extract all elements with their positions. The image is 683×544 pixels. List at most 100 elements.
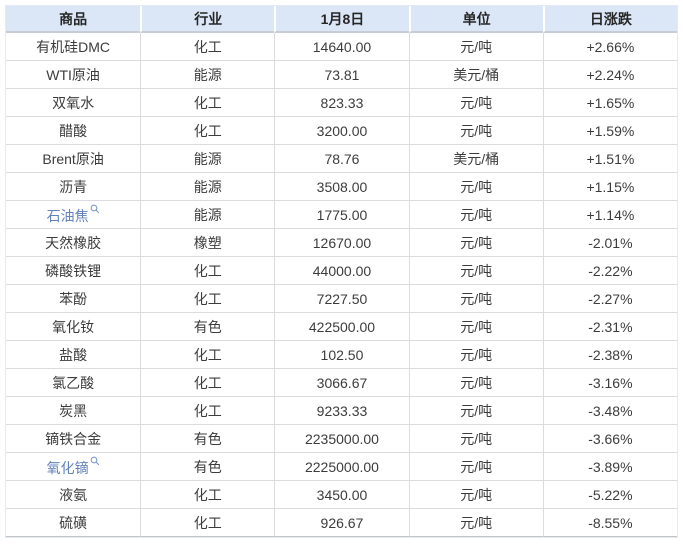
unit-cell: 元/吨 [408,257,543,285]
commodity-cell: Brent原油 [6,145,141,173]
column-header-commodity: 商品 [6,6,141,33]
table-row: 石油焦 能源 1775.00 元/吨 +1.14% [6,201,677,229]
daily-change-cell: -2.01% [542,229,677,257]
unit-cell: 美元/桶 [408,145,543,173]
industry-cell: 有色 [140,313,275,341]
daily-change-cell: +1.15% [542,173,677,201]
unit-cell: 元/吨 [408,229,543,257]
commodity-cell: 天然橡胶 [6,229,141,257]
search-icon [90,456,99,465]
industry-cell: 化工 [140,257,275,285]
price-cell: 12670.00 [274,229,409,257]
daily-change-cell: +2.24% [542,61,677,89]
unit-cell: 元/吨 [408,33,543,61]
commodity-label: 氯乙酸 [52,374,95,391]
unit-cell: 美元/桶 [408,61,543,89]
table-header: 商品 行业 1月8日 单位 日涨跌 [6,6,677,33]
daily-change-cell: +2.66% [542,33,677,61]
daily-change-cell: +1.51% [542,145,677,173]
column-header-industry: 行业 [140,6,275,33]
table-row: 盐酸 化工 102.50 元/吨 -2.38% [6,341,677,369]
unit-cell: 元/吨 [408,425,543,453]
commodity-cell: 氧化镝 [6,453,141,481]
daily-change-cell: -2.31% [542,313,677,341]
commodity-price-table: 商品 行业 1月8日 单位 日涨跌 有机硅DMC 化工 14640.00 元/吨 +2.66% W… [5,5,678,538]
daily-change-cell: -8.55% [542,509,677,537]
price-cell: 3450.00 [274,481,409,509]
column-header-daily-change: 日涨跌 [542,6,677,33]
table-row: 炭黑 化工 9233.33 元/吨 -3.48% [6,397,677,425]
commodity-cell: 盐酸 [6,341,141,369]
industry-cell: 能源 [140,201,275,229]
commodity-cell: 双氧水 [6,89,141,117]
industry-cell: 化工 [140,509,275,537]
commodity-label: 氧化钕 [52,318,95,335]
daily-change-cell: -2.22% [542,257,677,285]
table-row: 硫磺 化工 926.67 元/吨 -8.55% [6,509,677,537]
commodity-cell: 氧化钕 [6,313,141,341]
table-body: 有机硅DMC 化工 14640.00 元/吨 +2.66% WTI原油 能源 73.81 美元/… [6,33,677,537]
price-cell: 3200.00 [274,117,409,145]
commodity-label: 天然橡胶 [45,234,102,251]
table-row: 磷酸铁锂 化工 44000.00 元/吨 -2.22% [6,257,677,285]
price-cell: 73.81 [274,61,409,89]
commodity-label: 醋酸 [59,122,88,139]
industry-cell: 能源 [140,145,275,173]
daily-change-cell: +1.14% [542,201,677,229]
commodity-cell: 液氨 [6,481,141,509]
commodity-cell: 有机硅DMC [6,33,141,61]
commodity-cell: 氯乙酸 [6,369,141,397]
price-cell: 3066.67 [274,369,409,397]
commodity-cell: 炭黑 [6,397,141,425]
table-row: WTI原油 能源 73.81 美元/桶 +2.24% [6,61,677,89]
unit-cell: 元/吨 [408,173,543,201]
unit-cell: 元/吨 [408,369,543,397]
industry-cell: 化工 [140,397,275,425]
industry-cell: 有色 [140,453,275,481]
commodity-label: 硫磺 [59,514,88,531]
daily-change-cell: -3.16% [542,369,677,397]
unit-cell: 元/吨 [408,201,543,229]
daily-change-cell: -3.66% [542,425,677,453]
price-cell: 926.67 [274,509,409,537]
industry-cell: 化工 [140,117,275,145]
commodity-label: 苯酚 [59,290,88,307]
daily-change-cell: +1.59% [542,117,677,145]
table-row: Brent原油 能源 78.76 美元/桶 +1.51% [6,145,677,173]
price-cell: 422500.00 [274,313,409,341]
commodity-label: 沥青 [59,178,88,195]
commodity-cell: 沥青 [6,173,141,201]
price-cell: 2235000.00 [274,425,409,453]
unit-cell: 元/吨 [408,341,543,369]
table-row: 镝铁合金 有色 2235000.00 元/吨 -3.66% [6,425,677,453]
industry-cell: 化工 [140,33,275,61]
commodity-cell: 镝铁合金 [6,425,141,453]
commodity-link[interactable]: 石油焦 [47,204,100,224]
commodity-label: WTI原油 [46,66,100,83]
table-row: 沥青 能源 3508.00 元/吨 +1.15% [6,173,677,201]
header-row: 商品 行业 1月8日 单位 日涨跌 [6,6,677,33]
industry-cell: 化工 [140,285,275,313]
price-cell: 823.33 [274,89,409,117]
table-row: 双氧水 化工 823.33 元/吨 +1.65% [6,89,677,117]
unit-cell: 元/吨 [408,117,543,145]
industry-cell: 能源 [140,173,275,201]
commodity-label: 双氧水 [52,94,95,111]
commodity-cell: 石油焦 [6,201,141,229]
commodity-label: 有机硅DMC [36,38,111,55]
price-cell: 3508.00 [274,173,409,201]
commodity-cell: 醋酸 [6,117,141,145]
daily-change-cell: -2.38% [542,341,677,369]
table-row: 醋酸 化工 3200.00 元/吨 +1.59% [6,117,677,145]
industry-cell: 化工 [140,481,275,509]
daily-change-cell: -3.48% [542,397,677,425]
commodity-link[interactable]: 氧化镝 [47,456,100,476]
column-header-unit: 单位 [408,6,543,33]
unit-cell: 元/吨 [408,397,543,425]
commodity-label: 液氨 [59,486,88,503]
price-cell: 2225000.00 [274,453,409,481]
commodity-cell: 磷酸铁锂 [6,257,141,285]
price-cell: 14640.00 [274,33,409,61]
unit-cell: 元/吨 [408,313,543,341]
